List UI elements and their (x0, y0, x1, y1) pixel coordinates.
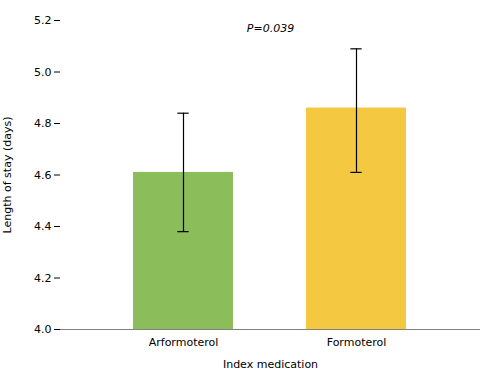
svg-text:4.2: 4.2 (34, 272, 52, 285)
svg-text:Index medication: Index medication (223, 358, 318, 371)
svg-text:P=0.039: P=0.039 (247, 22, 294, 35)
svg-text:4.0: 4.0 (34, 323, 52, 336)
svg-text:Formoterol: Formoterol (327, 336, 387, 349)
svg-text:5.0: 5.0 (34, 66, 52, 79)
svg-text:Arformoterol: Arformoterol (149, 336, 219, 349)
svg-text:4.8: 4.8 (34, 117, 52, 130)
svg-text:4.6: 4.6 (34, 169, 52, 182)
svg-text:5.2: 5.2 (34, 14, 52, 27)
svg-text:4.4: 4.4 (34, 220, 52, 233)
svg-text:Length of stay (days): Length of stay (days) (1, 117, 14, 234)
